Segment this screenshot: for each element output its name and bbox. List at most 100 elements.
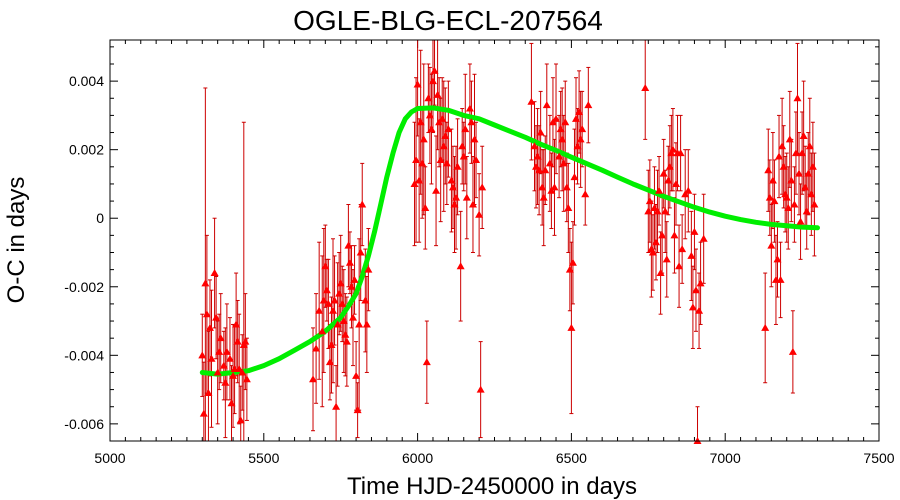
data-point: [648, 248, 657, 256]
data-point: [442, 159, 451, 167]
data-point: [810, 200, 819, 208]
data-point: [335, 289, 344, 297]
y-tick-label: -0.006: [64, 416, 104, 432]
data-point: [235, 365, 244, 373]
y-axis-label: O-C in days: [3, 177, 30, 304]
data-point: [696, 279, 705, 287]
data-point: [478, 183, 487, 191]
data-point: [572, 114, 581, 122]
data-point: [768, 176, 777, 184]
data-point: [791, 149, 800, 157]
data-point: [447, 176, 456, 184]
data-point: [438, 114, 447, 122]
data-point: [555, 152, 564, 160]
data-point: [793, 94, 802, 102]
data-point: [545, 159, 554, 167]
data-point: [790, 200, 799, 208]
data-point: [458, 142, 467, 150]
data-point: [565, 265, 574, 273]
data-point: [201, 279, 210, 287]
data-point: [329, 306, 338, 314]
data-point: [785, 135, 794, 143]
data-point: [779, 162, 788, 170]
data-point: [776, 275, 785, 283]
data-point: [233, 337, 242, 345]
data-point: [222, 347, 231, 355]
data-point: [670, 231, 679, 239]
data-point: [584, 101, 593, 109]
data-point: [699, 234, 708, 242]
data-point: [465, 104, 474, 112]
x-tick-label: 5000: [94, 450, 125, 466]
data-point: [807, 190, 816, 198]
data-point: [221, 378, 230, 386]
data-point: [352, 371, 361, 379]
data-point: [432, 186, 441, 194]
data-point: [527, 97, 536, 105]
data-point: [361, 296, 370, 304]
data-point: [530, 142, 539, 150]
data-point: [804, 169, 813, 177]
data-point: [199, 409, 208, 417]
data-point: [645, 197, 654, 205]
data-point: [344, 241, 353, 249]
data-point: [798, 149, 807, 157]
data-point: [541, 166, 550, 174]
x-tick-label: 7000: [710, 450, 741, 466]
data-point: [691, 286, 700, 294]
data-point: [353, 406, 362, 414]
data-point: [796, 217, 805, 225]
data-point: [413, 80, 422, 88]
data-point: [204, 389, 213, 397]
data-point: [558, 135, 567, 143]
data-point: [456, 262, 465, 270]
data-point: [424, 94, 433, 102]
data-point: [805, 142, 814, 150]
data-point: [767, 241, 776, 249]
data-point: [687, 251, 696, 259]
plot-frame: [109, 39, 880, 442]
data-point: [575, 107, 584, 115]
data-point: [338, 299, 347, 307]
data-point: [342, 337, 351, 345]
data-point: [324, 299, 333, 307]
data-point: [227, 399, 236, 407]
data-point: [538, 183, 547, 191]
data-point: [535, 166, 544, 174]
data-point: [468, 200, 477, 208]
data-point: [349, 313, 358, 321]
data-point: [364, 265, 373, 273]
data-point: [656, 269, 665, 277]
axis-ticks: 5000 5500 6000 6500 7000 7500 -0.006 -0.004 -0.0…: [64, 40, 895, 466]
data-point: [339, 317, 348, 325]
data-point: [309, 375, 318, 383]
data-point: [761, 323, 770, 331]
data-point: [550, 183, 559, 191]
data-point: [312, 344, 321, 352]
data-point: [229, 371, 238, 379]
data-point: [532, 162, 541, 170]
data-point: [421, 203, 430, 211]
data-point: [241, 337, 250, 345]
data-point: [427, 125, 436, 133]
data-point: [665, 162, 674, 170]
data-point: [321, 262, 330, 270]
data-point: [536, 128, 545, 136]
data-point: [205, 323, 214, 331]
data-points: [198, 66, 819, 444]
data-point: [441, 131, 450, 139]
data-point: [202, 310, 211, 318]
data-point: [238, 368, 247, 376]
data-point: [676, 149, 685, 157]
data-point: [358, 200, 367, 208]
data-point: [778, 142, 787, 150]
data-point: [350, 275, 359, 283]
data-point: [668, 145, 677, 153]
data-point: [653, 207, 662, 215]
data-point: [664, 176, 673, 184]
data-point: [462, 193, 471, 201]
data-point: [318, 327, 327, 335]
data-point: [556, 125, 565, 133]
data-point: [782, 193, 791, 201]
data-point: [695, 306, 704, 314]
